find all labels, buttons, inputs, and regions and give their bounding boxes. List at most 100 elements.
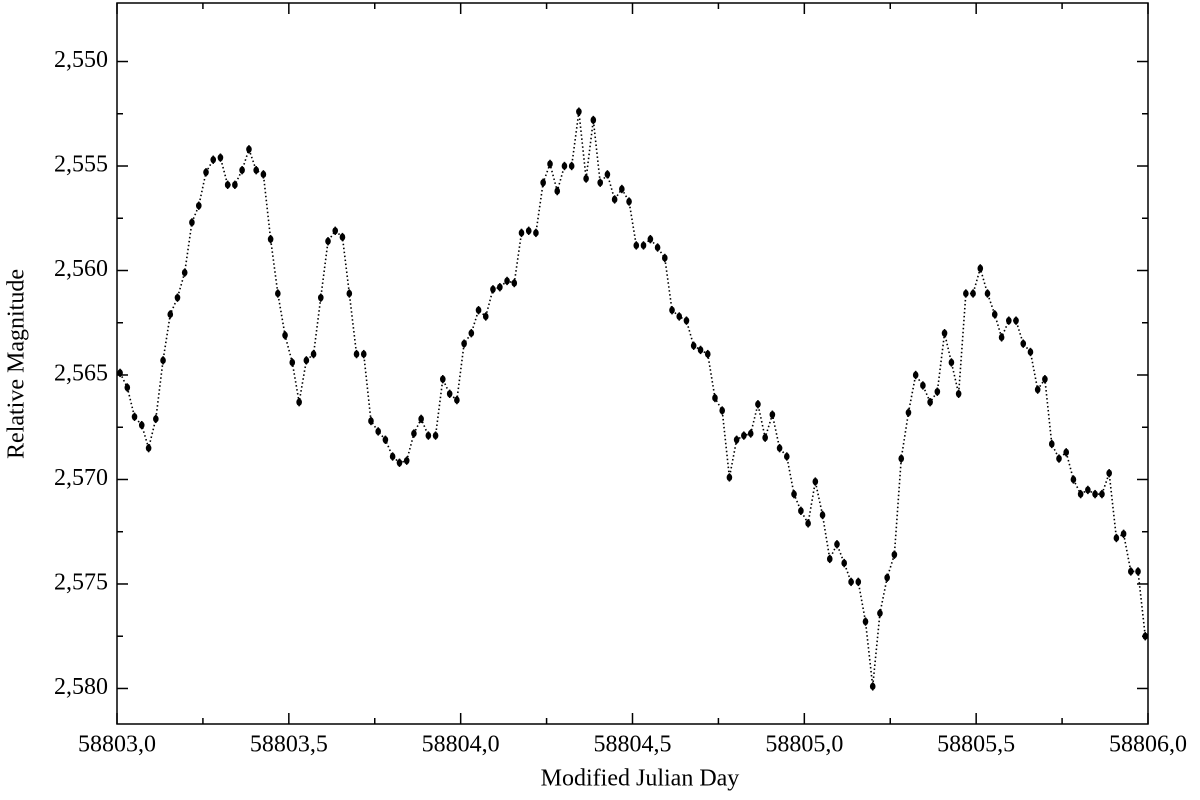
data-point xyxy=(927,398,933,406)
data-point xyxy=(167,310,174,318)
data-point xyxy=(368,417,374,425)
data-point xyxy=(432,432,439,440)
data-point xyxy=(891,551,898,559)
data-point xyxy=(260,170,267,178)
data-point xyxy=(195,202,202,210)
data-point xyxy=(454,396,460,404)
data-point xyxy=(547,160,553,168)
data-point xyxy=(1092,490,1098,498)
data-point xyxy=(540,179,546,187)
data-point xyxy=(1106,469,1112,477)
data-point xyxy=(160,356,166,364)
data-point xyxy=(267,235,274,243)
data-point xyxy=(1077,490,1084,498)
data-point xyxy=(353,350,360,358)
data-point xyxy=(411,429,417,438)
data-point xyxy=(1135,567,1141,576)
x-tick-label: 58805,5 xyxy=(937,732,1015,758)
data-point xyxy=(611,195,618,204)
data-point xyxy=(568,162,575,170)
data-point xyxy=(998,333,1005,341)
y-axis-label: Relative Magnitude xyxy=(4,269,30,459)
data-point xyxy=(490,285,496,293)
data-point xyxy=(210,156,217,164)
data-point xyxy=(1042,375,1048,383)
x-tick-label: 58803,5 xyxy=(250,732,328,758)
y-tick-label: 2,575 xyxy=(54,569,108,595)
data-point xyxy=(303,356,310,364)
data-point xyxy=(1048,440,1055,448)
y-tick-label: 2,555 xyxy=(54,152,108,178)
data-point xyxy=(776,444,783,452)
data-point xyxy=(282,331,288,339)
data-point xyxy=(525,227,532,235)
data-line xyxy=(119,111,1147,687)
data-point xyxy=(239,166,245,174)
data-point xyxy=(963,289,969,298)
data-point xyxy=(841,559,847,567)
data-point xyxy=(826,555,833,563)
data-point xyxy=(683,317,690,325)
data-point xyxy=(619,185,625,193)
data-point xyxy=(733,436,740,444)
data-point xyxy=(504,277,510,285)
data-point xyxy=(181,268,188,277)
data-point xyxy=(217,154,224,162)
data-point xyxy=(941,329,948,337)
data-point xyxy=(232,181,238,189)
data-point xyxy=(296,398,302,406)
data-point xyxy=(884,574,890,582)
data-point xyxy=(1006,317,1012,325)
data-point xyxy=(747,429,754,438)
y-tick-label: 2,580 xyxy=(54,674,108,700)
x-tick-label: 58804,5 xyxy=(594,732,672,758)
data-point xyxy=(117,369,123,377)
x-axis-label: Modified Julian Day xyxy=(541,766,740,792)
data-point xyxy=(576,108,582,116)
y-tick-label: 2,570 xyxy=(54,465,108,491)
data-point xyxy=(798,507,804,515)
data-point xyxy=(518,229,525,237)
data-point xyxy=(654,243,661,252)
data-point xyxy=(877,609,883,617)
data-point xyxy=(403,457,410,465)
data-point xyxy=(189,218,195,227)
data-point xyxy=(970,289,976,298)
data-point xyxy=(869,682,876,690)
data-point xyxy=(697,346,704,354)
data-point xyxy=(819,511,826,519)
data-point xyxy=(561,162,568,170)
plot-frame xyxy=(116,2,1149,725)
data-point xyxy=(382,436,389,444)
data-point xyxy=(389,452,396,461)
data-point xyxy=(360,350,367,358)
data-point xyxy=(604,170,611,178)
data-point xyxy=(741,432,747,440)
data-point xyxy=(1063,448,1070,456)
data-point xyxy=(912,371,919,379)
data-point xyxy=(769,411,776,419)
data-point xyxy=(690,342,697,350)
data-point xyxy=(812,477,819,486)
data-point xyxy=(425,432,432,440)
data-point xyxy=(719,406,725,415)
data-point xyxy=(704,350,711,358)
data-point xyxy=(375,427,381,436)
data-point xyxy=(1113,534,1120,542)
data-point xyxy=(468,329,475,337)
y-tick-label: 2,550 xyxy=(54,47,108,73)
data-point xyxy=(590,116,597,124)
data-point xyxy=(955,390,962,398)
y-tick-label: 2,560 xyxy=(54,256,108,282)
data-point xyxy=(439,375,446,383)
data-point xyxy=(834,540,840,548)
data-point xyxy=(325,237,331,245)
data-point xyxy=(396,459,403,467)
data-point xyxy=(862,617,869,626)
x-tick-label: 58805,0 xyxy=(765,732,843,758)
data-point xyxy=(511,279,518,287)
data-point xyxy=(662,254,668,262)
data-point xyxy=(253,166,259,174)
data-point xyxy=(246,145,252,153)
